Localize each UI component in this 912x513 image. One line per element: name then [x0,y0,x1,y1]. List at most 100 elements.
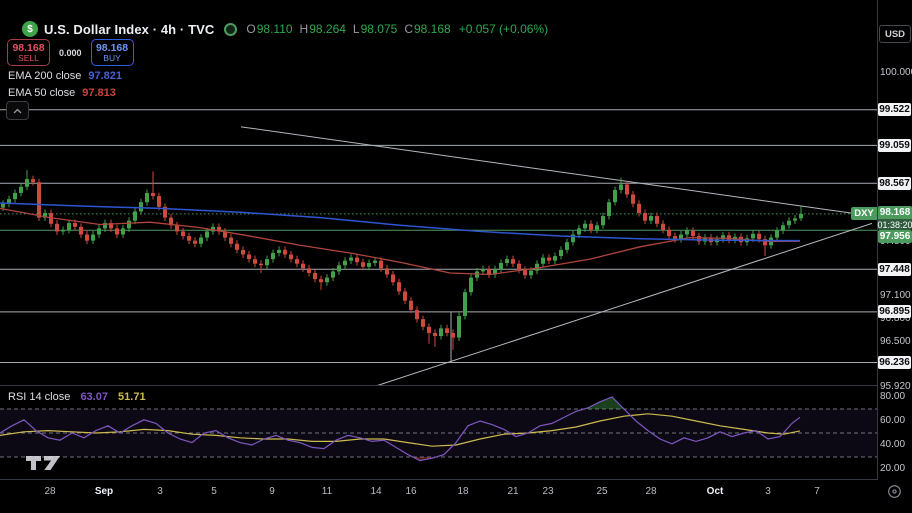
candle-body [793,218,797,221]
time-tick-label: 14 [370,486,382,497]
candle-body [343,260,347,266]
bar-countdown: 01:38:20 [877,219,912,230]
candle-body [19,186,23,193]
currency-toggle-button[interactable]: USD [879,25,911,43]
main-price-pane[interactable] [0,0,878,385]
candle-body [121,228,125,235]
candle-body [61,229,65,232]
candle-body [13,192,17,200]
candle-body [217,226,221,232]
candle-body [421,319,425,327]
time-tick-label: 7 [814,486,820,497]
candle-body [211,226,215,232]
candle-body [133,211,137,221]
rsi-ma-value: 51.71 [118,391,146,403]
candle-body [523,269,527,276]
candle-body [655,216,659,224]
time-tick-label: 5 [211,486,217,497]
candle-body [187,236,191,241]
candle-body [253,259,257,264]
change-value: +0.057 (+0.06%) [458,22,549,36]
candle-body [373,260,377,263]
candle-body [145,192,149,203]
rsi-scale-label: 40.00 [880,439,906,450]
candle-body [679,234,683,240]
rsi-scale-label: 60.00 [880,415,906,426]
candle-body [43,212,47,218]
ohlc-values: O98.110 H98.264 L98.075 C98.168 +0.057 (… [246,22,549,36]
candle-body [289,254,293,260]
candle-body [439,328,443,337]
level-price-label: 96.236 [878,356,911,369]
ema200-legend[interactable]: EMA 200 close 97.821 [8,70,123,82]
candle-body [517,263,521,270]
candle-body [775,230,779,238]
candle-body [307,268,311,273]
sell-button[interactable]: 98.168 SELL [7,39,50,66]
candle-body [577,228,581,235]
tradingview-logo[interactable] [25,455,81,471]
ema50-line [0,207,801,276]
rsi-scale-label: 80.00 [880,391,906,402]
candle-body [571,234,575,243]
candle-body [457,316,461,338]
time-tick-label: 11 [321,486,333,497]
market-status-icon[interactable] [224,22,238,36]
rsi-pane[interactable] [0,386,878,479]
session-clock-icon[interactable] [887,484,902,499]
candle-body [493,269,497,275]
candle-body [511,259,515,264]
candle-body [235,243,239,250]
candle-body [721,235,725,240]
candle-body [661,223,665,230]
price-axis-separator [877,0,878,513]
candle-body [589,223,593,230]
candle-body [565,242,569,250]
candle-body [385,268,389,275]
time-tick-label: 23 [542,486,554,497]
candle-body [223,231,227,238]
candle-body [97,228,101,235]
price-scale-label: 96.800 [880,313,911,325]
candle-body [349,257,353,261]
rsi-threshold-fill [584,397,624,409]
candle-body [115,228,119,235]
price-scale-label: 97.100 [880,290,911,302]
candle-body [229,237,233,244]
candle-body [613,189,617,203]
candle-body [163,206,167,218]
time-tick-label: 28 [44,486,56,497]
candle-body [55,223,59,232]
symbol-title[interactable]: U.S. Dollar Index · 4h · TVC [44,21,215,37]
candle-body [445,328,449,333]
candle-body [535,263,539,271]
candle-body [583,223,587,229]
candle-body [463,292,467,317]
level-price-label: 99.059 [878,138,911,152]
candle-body [271,252,275,260]
ema50-legend[interactable]: EMA 50 close 97.813 [8,87,116,99]
candle-body [481,269,485,272]
candle-body [319,279,323,283]
candle-body [127,220,131,229]
candle-body [397,282,401,292]
time-tick-label: 3 [157,486,163,497]
candle-body [409,300,413,310]
candle-body [31,179,35,183]
level-price-label: 96.895 [878,305,911,319]
collapse-toolbar-button[interactable] [6,101,29,120]
candle-body [367,262,371,267]
pane-separator[interactable] [0,385,912,386]
level-price-label: 97.448 [878,262,911,276]
symbol-logo-icon: $ [22,21,38,37]
time-tick-label: Sep [94,486,114,497]
candle-body [331,271,335,278]
candle-body [697,236,701,242]
price-axis[interactable]: USD 98.168 01:38:20 97.956 100.00097.800… [877,0,912,480]
buy-button[interactable]: 98.168 BUY [90,39,134,66]
ema200-line [0,202,801,242]
price-scale-label: 100.000 [880,66,912,78]
time-axis[interactable]: 28 Sep 3 5 9 11 14 16 18 21 23 25 28 Oct 3 7 [0,480,878,513]
rsi-legend[interactable]: RSI 14 close 63.07 51.71 [8,391,146,403]
